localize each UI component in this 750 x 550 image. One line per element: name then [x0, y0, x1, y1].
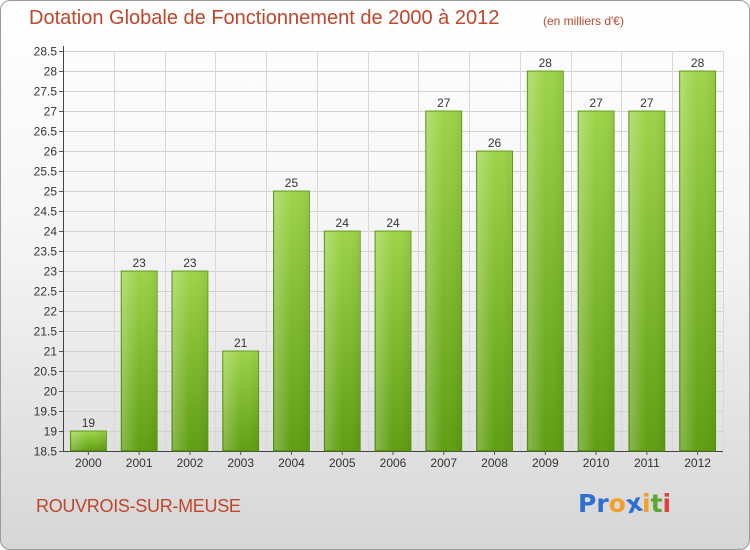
bar-highlight [122, 272, 157, 450]
data-labels: 19 23 23 21 25 24 24 27 26 28 27 27 28 [82, 56, 705, 430]
x-tick-label: 2008 [481, 456, 508, 470]
value-label: 21 [234, 336, 248, 350]
chart-subtitle: (en milliers d'€) [543, 14, 624, 28]
axes: 18.5 19 19.5 20 20.5 21 21.5 22 22.5 23 23.5 24 24.5… [34, 45, 723, 470]
y-tick-label: 22.5 [34, 285, 58, 299]
y-tick-label: 24 [44, 225, 58, 239]
y-tick-label: 26.5 [34, 125, 58, 139]
bar-highlight [579, 112, 614, 450]
value-label: 19 [82, 416, 96, 430]
bar-highlight [477, 152, 512, 450]
bar-highlight [680, 72, 715, 450]
value-label: 28 [691, 56, 705, 70]
value-label: 27 [437, 96, 451, 110]
value-label: 26 [488, 136, 502, 150]
y-tick-label: 18.5 [34, 445, 58, 459]
x-tick-label: 2012 [684, 456, 711, 470]
bar-highlight [325, 232, 360, 450]
proxiti-logo[interactable]: Proxiti [578, 488, 672, 520]
logo-letter: i [642, 489, 651, 518]
bar-highlight [629, 112, 664, 450]
x-tick-label: 2000 [75, 456, 102, 470]
x-tick-label: 2010 [583, 456, 610, 470]
y-tick-label: 21 [44, 345, 58, 359]
bar-highlight [376, 232, 410, 450]
bar-highlight [223, 352, 258, 450]
value-label: 24 [386, 216, 400, 230]
bars [69, 70, 717, 452]
y-tick-label: 21.5 [34, 325, 58, 339]
x-tick-label: 2005 [329, 456, 356, 470]
y-tick-label: 27 [44, 105, 58, 119]
y-tick-label: 28.5 [34, 45, 58, 59]
value-label: 25 [285, 176, 299, 190]
bar-highlight [172, 272, 207, 450]
x-tick-label: 2001 [126, 456, 153, 470]
y-tick-label: 28 [44, 65, 58, 79]
bar-highlight [71, 432, 106, 450]
x-tick-label: 2007 [430, 456, 457, 470]
y-tick-label: 23 [44, 265, 58, 279]
y-tick-label: 20.5 [34, 365, 58, 379]
x-tick-label: 2004 [278, 456, 305, 470]
bar-highlight [274, 192, 309, 450]
value-label: 23 [132, 256, 146, 270]
y-tick-label: 23.5 [34, 245, 58, 259]
bar-highlight [426, 112, 461, 450]
y-tick-label: 22 [44, 305, 58, 319]
x-tick-label: 2002 [177, 456, 204, 470]
x-tick-label: 2009 [532, 456, 559, 470]
y-tick-label: 20 [44, 385, 58, 399]
y-tick-label: 26 [44, 145, 58, 159]
y-tick-label: 27.5 [34, 85, 58, 99]
y-tick-label: 25.5 [34, 165, 58, 179]
logo-letter: r [596, 489, 609, 518]
value-label: 27 [589, 96, 603, 110]
value-label: 23 [183, 256, 197, 270]
value-label: 28 [539, 56, 553, 70]
y-tick-label: 24.5 [34, 205, 58, 219]
bar-highlight [528, 72, 563, 450]
value-label: 24 [336, 216, 350, 230]
y-tick-label: 19.5 [34, 405, 58, 419]
y-tick-label: 19 [44, 425, 58, 439]
x-tick-label: 2006 [380, 456, 407, 470]
x-tick-label: 2011 [634, 456, 660, 470]
logo-letter: o [608, 489, 626, 518]
y-tick-label: 25 [44, 185, 58, 199]
commune-name: ROUVROIS-SUR-MEUSE [36, 496, 241, 516]
x-tick-label: 2003 [227, 456, 254, 470]
value-label: 27 [640, 96, 654, 110]
logo-letter: P [578, 489, 597, 518]
logo-letter: t [650, 489, 663, 518]
chart-title: Dotation Globale de Fonctionnement de 20… [29, 7, 500, 29]
logo-letter: i [662, 489, 672, 518]
